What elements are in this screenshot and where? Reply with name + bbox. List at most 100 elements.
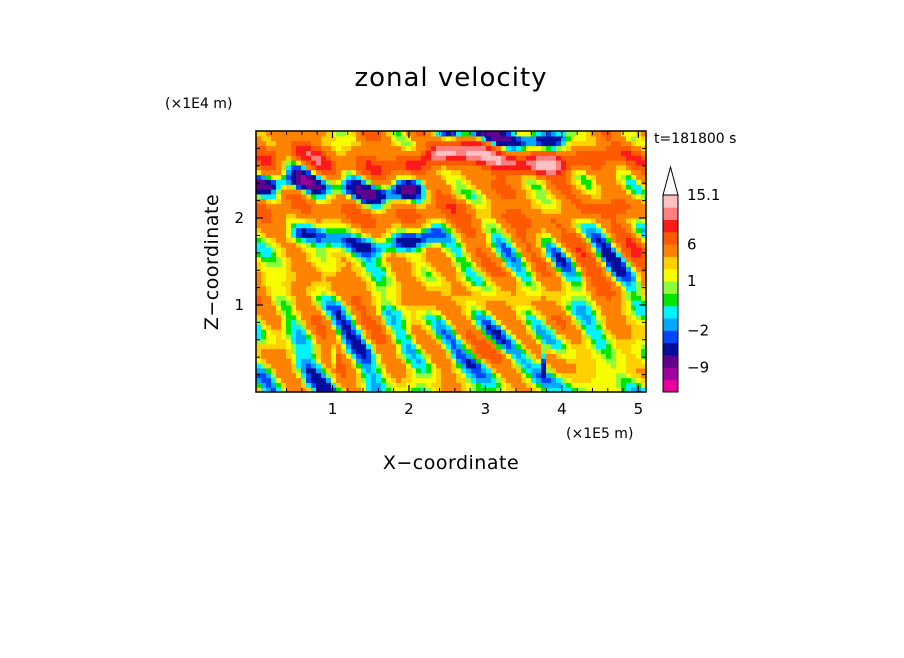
field-cell xyxy=(511,184,517,190)
field-cell xyxy=(456,338,462,345)
field-cell xyxy=(546,169,552,176)
field-cell xyxy=(426,222,432,229)
field-cell xyxy=(461,276,467,282)
field-cell xyxy=(576,213,582,219)
field-cell xyxy=(446,242,452,248)
field-cell xyxy=(421,208,427,214)
field-cell xyxy=(436,232,442,238)
field-cell xyxy=(611,184,617,190)
field-cell xyxy=(556,155,562,161)
field-cell xyxy=(301,305,307,311)
field-cell xyxy=(506,382,512,388)
field-cell xyxy=(541,218,547,224)
x-multiplier-label: (×1E5 m) xyxy=(566,426,633,442)
field-cell xyxy=(601,222,607,229)
field-cell xyxy=(421,261,427,267)
field-cell xyxy=(501,280,507,287)
field-cell xyxy=(436,319,442,325)
field-cell xyxy=(291,213,297,219)
field-cell xyxy=(616,271,622,277)
field-cell xyxy=(461,174,467,180)
field-cell xyxy=(416,266,422,272)
field-cell xyxy=(621,324,627,330)
field-cell xyxy=(606,377,612,383)
field-cell xyxy=(436,213,442,219)
field-cell xyxy=(441,387,447,392)
field-cell xyxy=(526,135,532,142)
field-cell xyxy=(401,150,407,156)
field-cell xyxy=(641,189,646,195)
field-cell xyxy=(466,222,472,229)
field-cell xyxy=(586,363,592,369)
field-cell xyxy=(411,367,417,374)
field-cell xyxy=(516,353,522,359)
colorbar-segment xyxy=(663,195,678,208)
field-cell xyxy=(466,285,472,292)
field-cell xyxy=(621,343,627,350)
field-cell xyxy=(256,242,262,248)
field-cell xyxy=(391,329,397,335)
field-cell xyxy=(576,382,582,388)
field-cell xyxy=(526,363,532,369)
field-cell xyxy=(361,382,367,388)
field-cell xyxy=(256,348,262,354)
field-cell xyxy=(346,305,352,311)
field-cell xyxy=(496,189,502,195)
field-cell xyxy=(291,324,297,330)
field-cell xyxy=(326,155,332,161)
field-cell xyxy=(556,324,562,330)
field-cell xyxy=(636,271,642,277)
field-cell xyxy=(281,203,287,209)
field-cell xyxy=(441,372,447,379)
field-cell xyxy=(496,290,502,296)
field-cell xyxy=(471,237,477,243)
plot-frame xyxy=(255,130,647,393)
field-cell xyxy=(351,314,357,321)
field-cell xyxy=(641,242,646,248)
field-cell xyxy=(626,251,632,258)
field-cell xyxy=(396,387,402,392)
field-cell xyxy=(571,276,577,282)
field-cell xyxy=(476,203,482,209)
field-cell xyxy=(621,145,627,151)
field-cell xyxy=(606,290,612,296)
field-cell xyxy=(426,382,432,388)
field-cell xyxy=(601,372,607,379)
field-cell xyxy=(561,131,567,137)
field-cell xyxy=(486,237,492,243)
field-cell xyxy=(386,276,392,282)
field-cell xyxy=(301,266,307,272)
field-cell xyxy=(531,377,537,383)
field-cell xyxy=(641,203,646,209)
field-cell xyxy=(301,174,307,180)
field-cell xyxy=(621,280,627,287)
field-cell xyxy=(311,271,317,277)
field-cell xyxy=(416,251,422,258)
field-cell xyxy=(361,324,367,330)
field-cell xyxy=(346,367,352,374)
field-cell xyxy=(621,218,627,224)
field-cell xyxy=(296,261,302,267)
field-cell xyxy=(271,218,277,224)
field-cell xyxy=(291,319,297,325)
field-cell xyxy=(491,174,497,180)
field-cell xyxy=(591,160,597,166)
field-cell xyxy=(331,208,337,214)
field-cell xyxy=(331,319,337,325)
field-cell xyxy=(606,208,612,214)
field-cell xyxy=(581,150,587,156)
field-cell xyxy=(411,203,417,209)
field-cell xyxy=(581,169,587,176)
field-cell xyxy=(421,334,427,340)
field-cell xyxy=(426,338,432,345)
field-cell xyxy=(366,305,372,311)
field-cell xyxy=(396,193,402,200)
field-cell xyxy=(256,160,262,166)
field-cell xyxy=(376,232,382,238)
field-cell xyxy=(521,208,527,214)
field-cell xyxy=(506,232,512,238)
field-cell xyxy=(316,222,322,229)
field-cell xyxy=(326,160,332,166)
field-cell xyxy=(341,184,347,190)
field-cell xyxy=(321,174,327,180)
